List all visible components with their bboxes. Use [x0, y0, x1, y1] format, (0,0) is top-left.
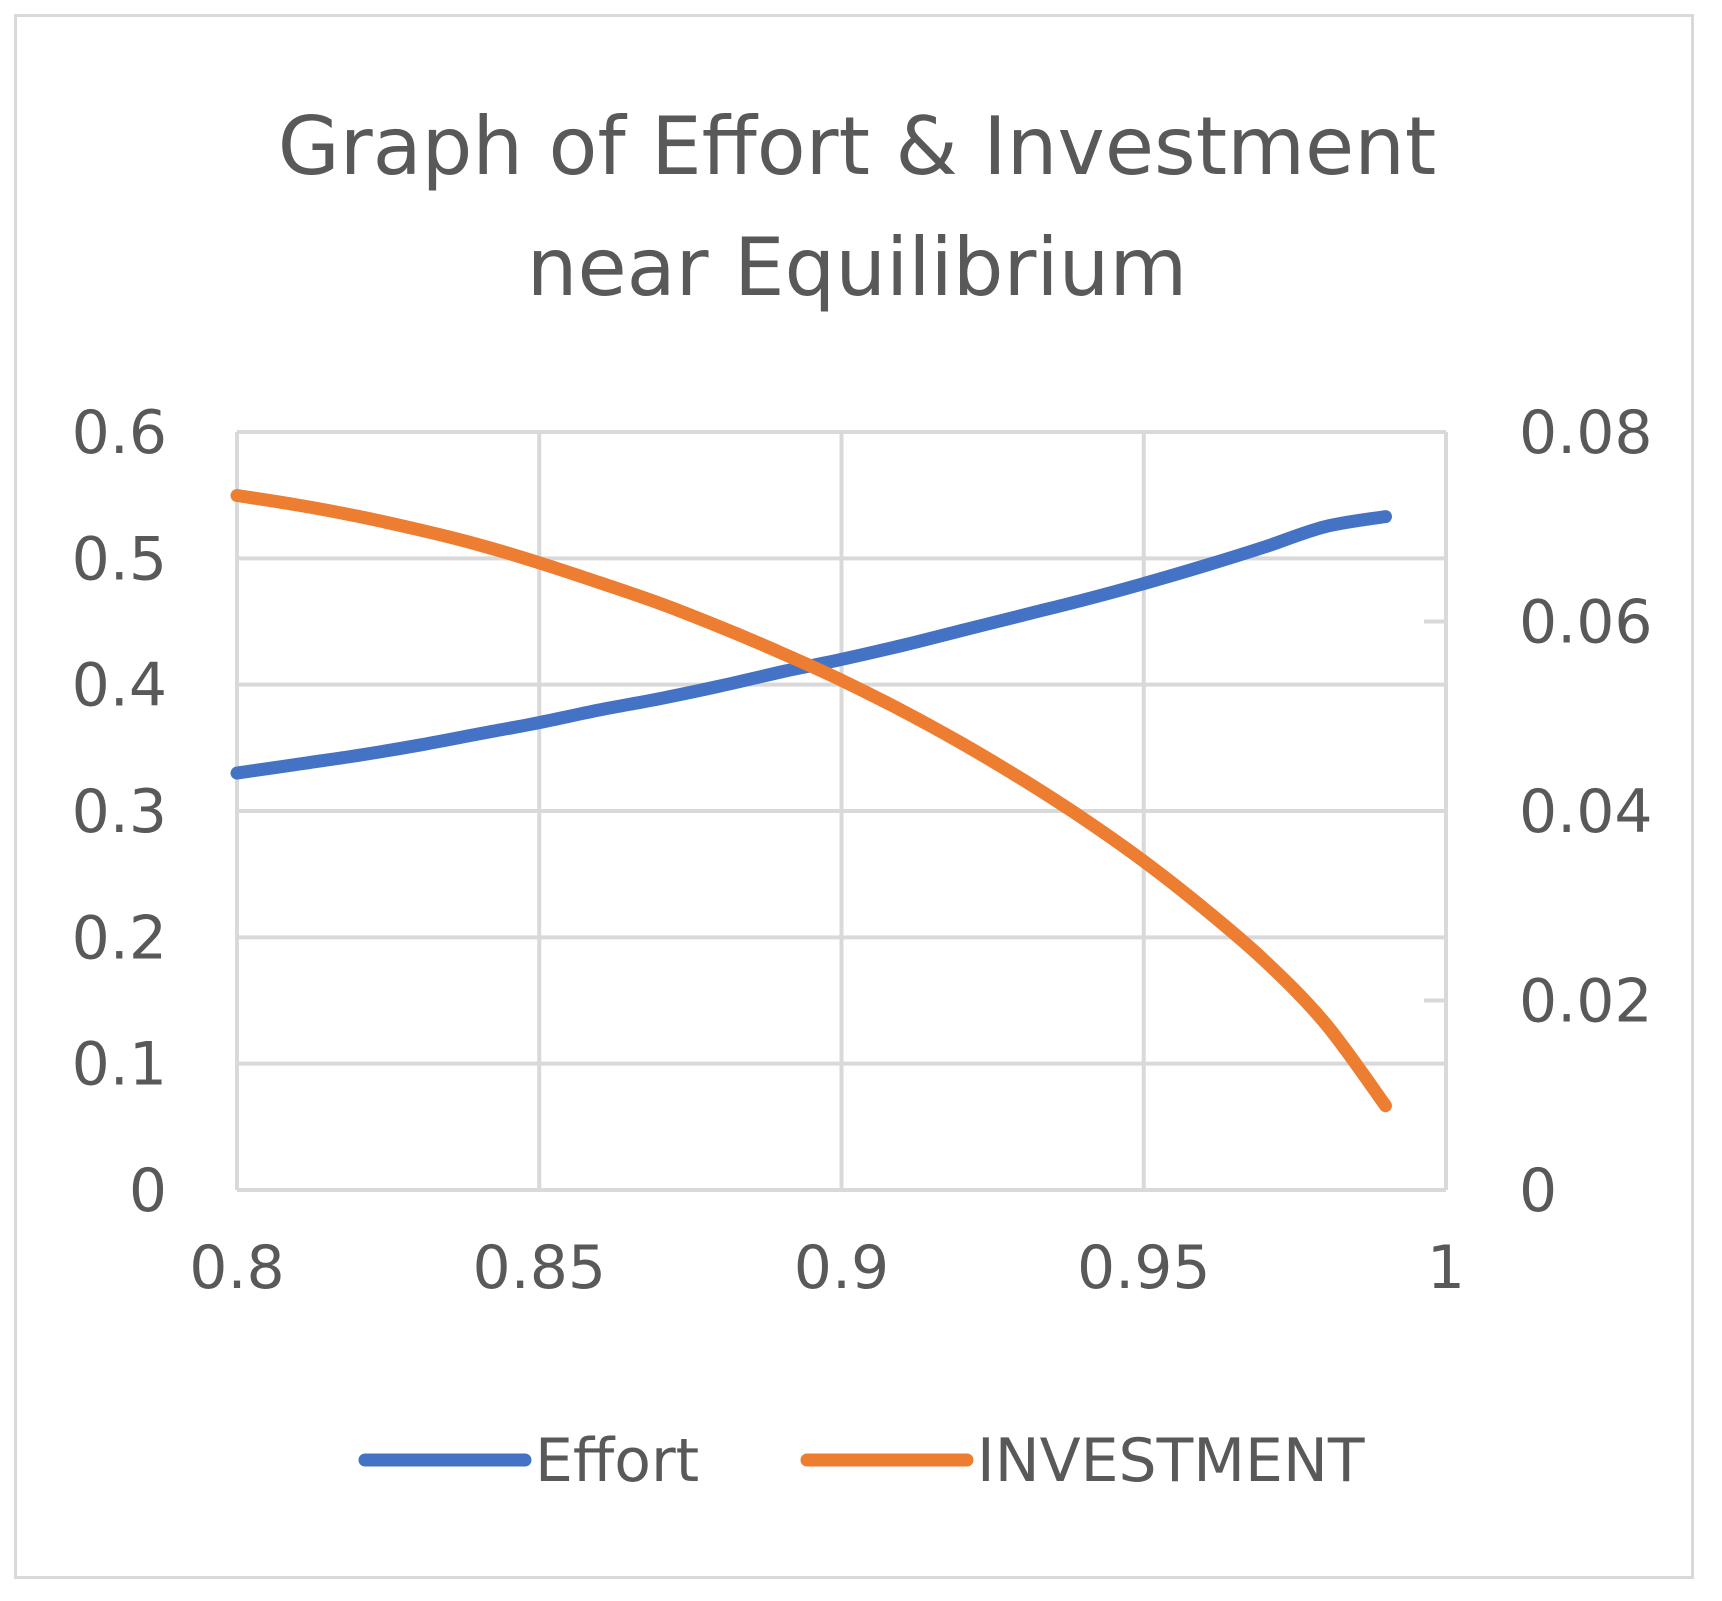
chart-svg: Graph of Effort & Investment near Equilib… — [72, 100, 1653, 1496]
y-tick-label: 0 — [129, 1156, 167, 1226]
y2-tick-label: 0 — [1519, 1156, 1557, 1226]
chart-title: Graph of Effort & Investment near Equilib… — [278, 100, 1437, 314]
y-tick-label: 0.2 — [72, 903, 167, 973]
series-line-investment — [230, 489, 1392, 1113]
legend: Effort INVESTMENT — [358, 1426, 1365, 1496]
tick-labels: 0 0.1 0.2 0.3 0.4 0.5 0.6 0 0.02 0.04 0.06 0.08 0.8 0… — [72, 398, 1653, 1303]
x-tick-label: 0.85 — [472, 1233, 606, 1303]
y-tick-label: 0.3 — [72, 777, 167, 847]
y2-tick-label: 0.04 — [1519, 777, 1653, 847]
axes — [235, 430, 1448, 1192]
x-tick-label: 0.9 — [794, 1233, 889, 1303]
y-tick-label: 0.6 — [72, 398, 167, 468]
y-tick-label: 0.4 — [72, 651, 167, 721]
chart-title-line-1: Graph of Effort & Investment — [278, 100, 1437, 193]
y2-tick-label: 0.06 — [1519, 588, 1653, 658]
y2-tick-label: 0.02 — [1519, 967, 1653, 1037]
x-tick-label: 1 — [1427, 1233, 1465, 1303]
grid — [237, 430, 1446, 1190]
chart-title-line-2: near Equilibrium — [527, 221, 1188, 314]
y-tick-label: 0.1 — [72, 1030, 167, 1100]
legend-label-effort: Effort — [535, 1426, 699, 1496]
legend-label-investment: INVESTMENT — [977, 1426, 1365, 1496]
series-lines — [230, 489, 1392, 1113]
x-tick-label: 0.95 — [1077, 1233, 1211, 1303]
chart-frame: Graph of Effort & Investment near Equilib… — [14, 14, 1694, 1579]
y2-tick-label: 0.08 — [1519, 398, 1653, 468]
y-tick-label: 0.5 — [72, 524, 167, 594]
series-line-effort — [230, 510, 1392, 780]
x-tick-label: 0.8 — [189, 1233, 284, 1303]
